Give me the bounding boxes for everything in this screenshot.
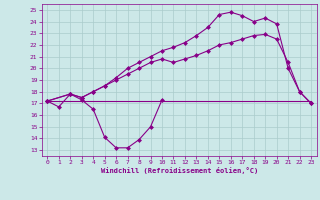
X-axis label: Windchill (Refroidissement éolien,°C): Windchill (Refroidissement éolien,°C) (100, 167, 258, 174)
